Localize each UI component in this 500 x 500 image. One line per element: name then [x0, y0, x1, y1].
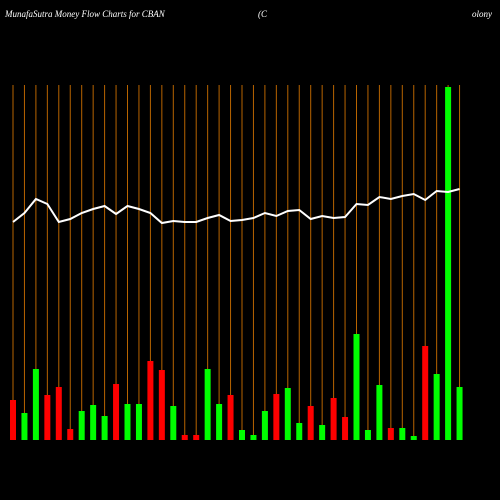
bar — [147, 361, 154, 440]
bar — [78, 411, 85, 440]
chart-title-part: (C — [258, 9, 268, 19]
bar — [422, 346, 429, 440]
bar — [32, 369, 39, 440]
bar — [399, 428, 406, 440]
money-flow-line — [12, 188, 460, 225]
bar — [55, 387, 62, 440]
bar — [135, 404, 142, 440]
bar — [445, 87, 452, 440]
bar — [250, 435, 257, 440]
bar — [10, 400, 16, 440]
bar — [193, 435, 200, 440]
bar — [410, 436, 417, 440]
bar — [387, 428, 394, 440]
bar — [342, 417, 349, 440]
bar — [170, 406, 177, 440]
bar — [456, 387, 463, 440]
bar — [44, 395, 51, 440]
bar — [90, 405, 97, 440]
bar — [181, 435, 188, 440]
bar — [319, 425, 326, 440]
bar — [67, 429, 74, 440]
bar — [284, 388, 291, 440]
bar — [330, 398, 337, 440]
bar — [433, 374, 440, 440]
bar — [21, 413, 28, 440]
bar — [113, 384, 120, 440]
bar — [307, 406, 314, 440]
bar — [296, 423, 303, 440]
bar — [364, 430, 371, 440]
bar — [101, 416, 108, 440]
bar — [239, 430, 245, 440]
bar — [216, 404, 223, 440]
bar — [353, 334, 360, 440]
chart-title: MunafaSutra Money Flow Charts for CBAN — [4, 9, 166, 19]
bar — [158, 370, 165, 440]
bar — [227, 395, 234, 440]
bar — [273, 394, 280, 440]
bar — [376, 385, 383, 440]
chart-title-part: olony — [472, 9, 492, 19]
bar — [261, 411, 268, 440]
bar — [204, 369, 211, 440]
bar — [124, 404, 131, 440]
